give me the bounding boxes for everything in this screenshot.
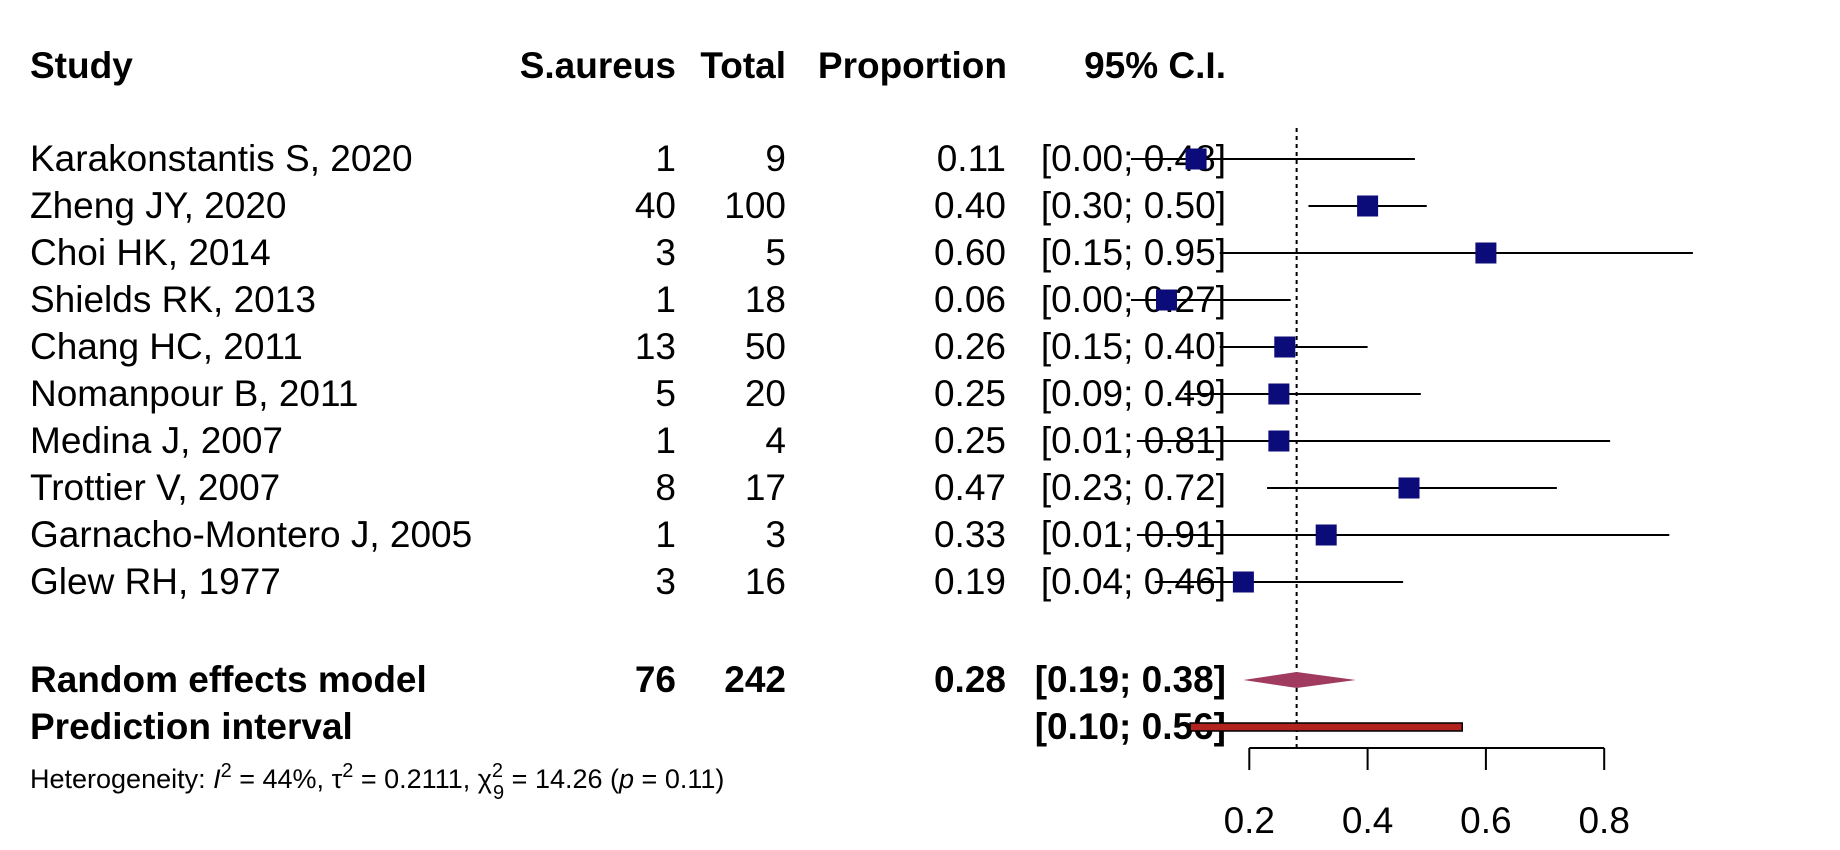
header-events: S.aureus <box>520 45 676 86</box>
study-events: 1 <box>655 279 676 320</box>
study-events: 5 <box>655 373 676 414</box>
study-name: Choi HK, 2014 <box>30 232 271 273</box>
study-proportion: 0.47 <box>934 467 1006 508</box>
study-square <box>1398 477 1420 499</box>
pooled-total: 242 <box>724 659 786 700</box>
study-name: Nomanpour B, 2011 <box>30 373 358 414</box>
study-total: 5 <box>765 232 786 273</box>
study-total: 50 <box>745 326 786 367</box>
study-proportion: 0.26 <box>934 326 1006 367</box>
x-axis-tick-label: 0.6 <box>1460 800 1511 841</box>
study-total: 3 <box>765 514 786 555</box>
study-events: 1 <box>655 420 676 461</box>
study-square <box>1268 383 1290 405</box>
study-ci: [0.23; 0.72] <box>1041 467 1226 508</box>
study-total: 9 <box>765 138 786 179</box>
study-total: 4 <box>765 420 786 461</box>
study-name: Zheng JY, 2020 <box>30 185 286 226</box>
pooled-proportion: 0.28 <box>934 659 1006 700</box>
pooled-diamond <box>1243 672 1356 688</box>
study-events: 3 <box>655 561 676 602</box>
study-events: 40 <box>635 185 676 226</box>
study-square <box>1475 242 1497 264</box>
prediction-label: Prediction interval <box>30 706 353 747</box>
study-events: 1 <box>655 514 676 555</box>
study-total: 16 <box>745 561 786 602</box>
study-square <box>1357 195 1379 217</box>
study-events: 8 <box>655 467 676 508</box>
study-row: Medina J, 2007 1 4 0.25 [0.01; 0.81] <box>30 420 1226 461</box>
study-row: Karakonstantis S, 2020 1 9 0.11 [0.00; 0.48] <box>30 138 1226 179</box>
study-ci: [0.30; 0.50] <box>1041 185 1226 226</box>
heterogeneity-line: Heterogeneity: I2 = 44%, τ2 = 0.2111, χ2… <box>30 760 724 804</box>
study-row: Garnacho-Montero J, 2005 1 3 0.33 [0.01; 0.9… <box>30 514 1226 555</box>
study-proportion: 0.25 <box>934 420 1006 461</box>
study-square <box>1232 571 1254 593</box>
summary-rows: Random effects model 76 242 0.28 [0.19; 0.38… <box>30 659 1226 747</box>
prediction-bar <box>1189 722 1463 732</box>
study-total: 17 <box>745 467 786 508</box>
x-axis-tick-label: 0.8 <box>1578 800 1629 841</box>
header-ci: 95% C.I. <box>1084 45 1226 86</box>
study-square <box>1185 148 1207 170</box>
study-row: Chang HC, 2011 13 50 0.26 [0.15; 0.40] <box>30 326 1226 367</box>
heterogeneity-text: Heterogeneity: I2 = 44%, τ2 = 0.2111, χ2… <box>30 760 724 804</box>
pooled-ci: [0.19; 0.38] <box>1035 659 1226 700</box>
study-ci: [0.15; 0.95] <box>1041 232 1226 273</box>
study-name: Shields RK, 2013 <box>30 279 316 320</box>
study-square <box>1274 336 1296 358</box>
prediction-row: Prediction interval [0.10; 0.56] <box>30 706 1226 747</box>
study-row: Shields RK, 2013 1 18 0.06 [0.00; 0.27] <box>30 279 1226 320</box>
study-events: 13 <box>635 326 676 367</box>
study-events: 1 <box>655 138 676 179</box>
study-row: Trottier V, 2007 8 17 0.47 [0.23; 0.72] <box>30 467 1226 508</box>
plot-area: 0.2 0.4 0.6 0.8 <box>1131 128 1693 841</box>
pooled-row: Random effects model 76 242 0.28 [0.19; 0.38… <box>30 659 1226 700</box>
study-square <box>1268 430 1290 452</box>
x-axis-tick-label: 0.2 <box>1224 800 1275 841</box>
study-events: 3 <box>655 232 676 273</box>
study-proportion: 0.19 <box>934 561 1006 602</box>
header-study: Study <box>30 45 133 86</box>
study-row: Glew RH, 1977 3 16 0.19 [0.04; 0.46] <box>30 561 1226 602</box>
study-name: Garnacho-Montero J, 2005 <box>30 514 472 555</box>
study-proportion: 0.33 <box>934 514 1006 555</box>
study-square <box>1315 524 1337 546</box>
study-total: 100 <box>724 185 786 226</box>
study-total: 18 <box>745 279 786 320</box>
header-total: Total <box>700 45 786 86</box>
study-square <box>1155 289 1177 311</box>
study-name: Trottier V, 2007 <box>30 467 280 508</box>
study-name: Karakonstantis S, 2020 <box>30 138 413 179</box>
pooled-label: Random effects model <box>30 659 427 700</box>
study-name: Medina J, 2007 <box>30 420 283 461</box>
study-proportion: 0.11 <box>937 138 1006 179</box>
study-proportion: 0.25 <box>934 373 1006 414</box>
pooled-events: 76 <box>635 659 676 700</box>
study-row: Zheng JY, 2020 40 100 0.40 [0.30; 0.50] <box>30 185 1226 226</box>
study-ci: [0.15; 0.40] <box>1041 326 1226 367</box>
study-name: Chang HC, 2011 <box>30 326 303 367</box>
header-row: Study S.aureus Total Proportion 95% C.I. <box>30 45 1226 86</box>
study-proportion: 0.60 <box>934 232 1006 273</box>
x-axis-tick-label: 0.4 <box>1342 800 1393 841</box>
study-row: Choi HK, 2014 3 5 0.60 [0.15; 0.95] <box>30 232 1226 273</box>
study-proportion: 0.06 <box>934 279 1006 320</box>
header-proportion: Proportion <box>818 45 1007 86</box>
study-row: Nomanpour B, 2011 5 20 0.25 [0.09; 0.49] <box>30 373 1226 414</box>
study-total: 20 <box>745 373 786 414</box>
study-proportion: 0.40 <box>934 185 1006 226</box>
study-name: Glew RH, 1977 <box>30 561 281 602</box>
study-rows: Karakonstantis S, 2020 1 9 0.11 [0.00; 0.48]… <box>30 138 1226 602</box>
